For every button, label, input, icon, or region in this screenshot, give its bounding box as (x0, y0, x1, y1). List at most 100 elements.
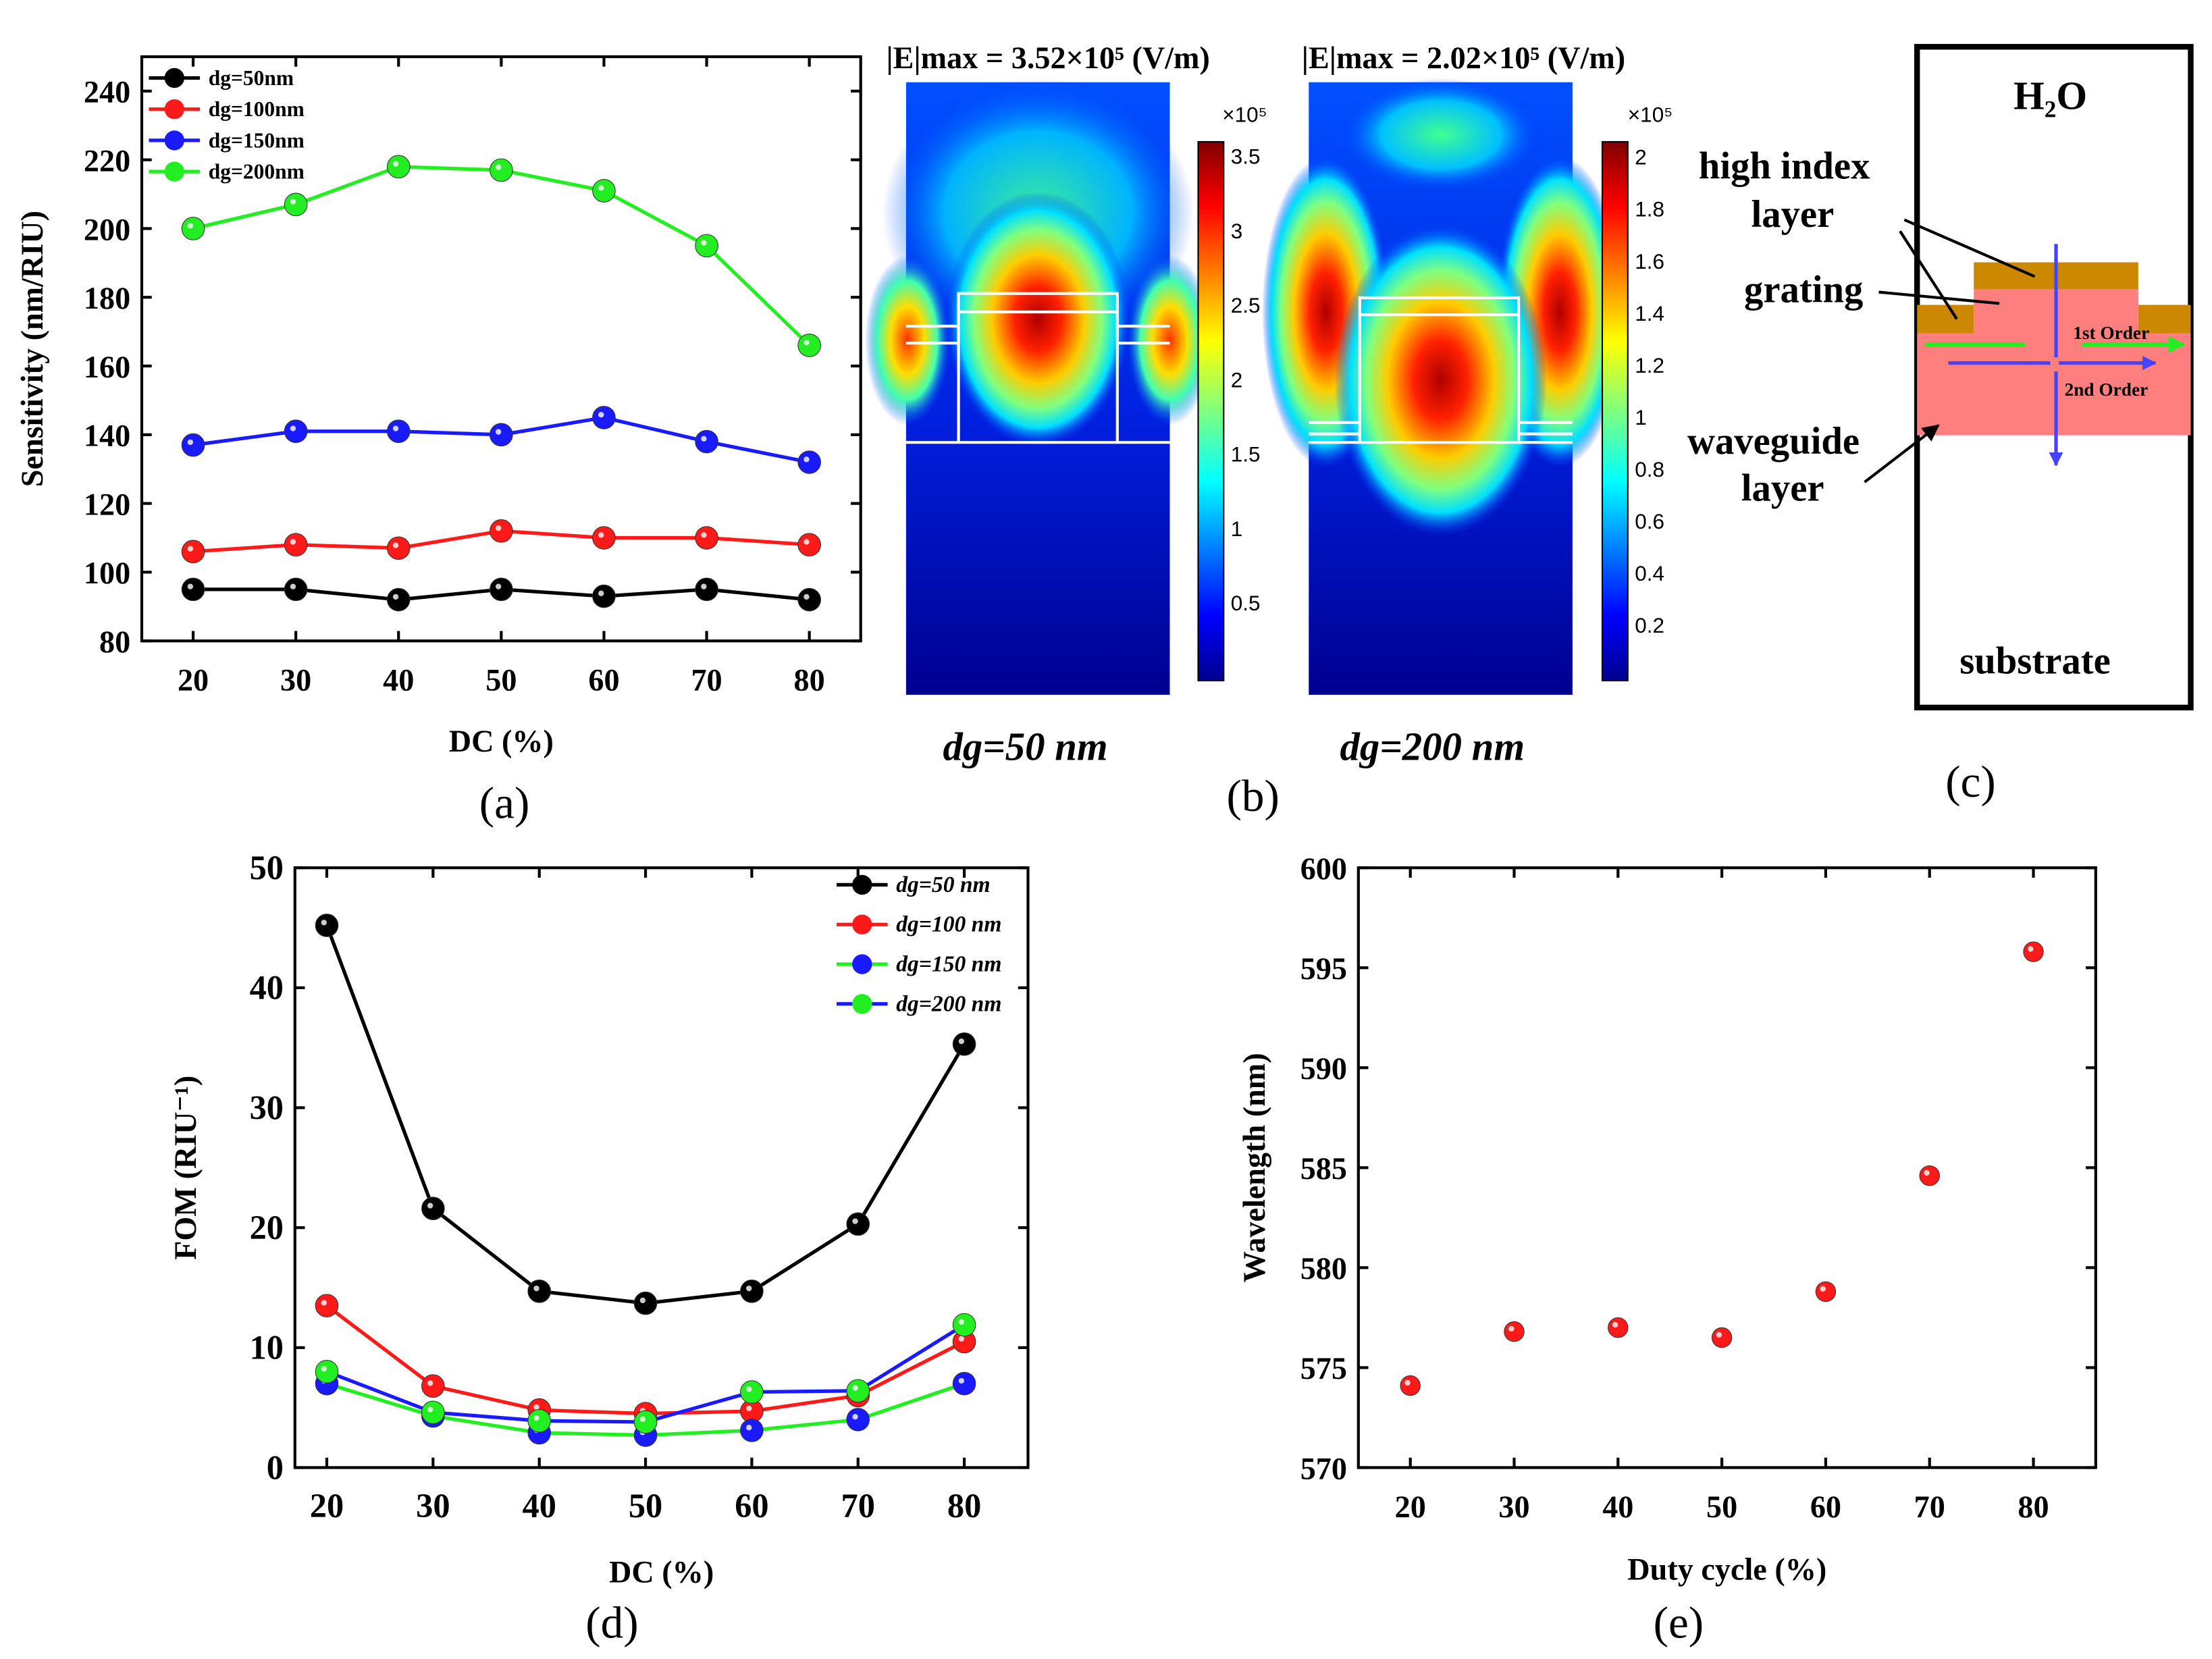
y-tick-label: 100 (84, 556, 130, 590)
field-map-title: |E|max = 3.52×10⁵ (V/m) (887, 41, 1210, 75)
data-point-highlight (495, 164, 502, 170)
data-point (695, 429, 718, 454)
data-point-highlight (392, 161, 399, 167)
high-index-label-2: layer (1752, 193, 1835, 236)
legend-marker (852, 874, 872, 895)
data-point (1919, 1165, 1940, 1186)
colorbar-tick-label: 0.8 (1635, 457, 1664, 481)
series-3: dg=200 nm (315, 991, 1001, 1434)
x-tick-label: 20 (310, 1487, 344, 1525)
data-point-highlight (804, 539, 810, 545)
series-2: dg=150nm (149, 128, 821, 474)
x-tick-label: 40 (1602, 1490, 1633, 1524)
data-point-highlight (745, 1405, 752, 1411)
x-tick-label: 70 (691, 663, 722, 697)
data-point-highlight (495, 525, 502, 531)
data-point-highlight (804, 456, 810, 463)
first-order-label: 1st Order (2073, 323, 2149, 343)
series-2: dg=150 nm (315, 952, 1001, 1447)
data-point-highlight (187, 439, 194, 446)
data-point-highlight (1820, 1286, 1826, 1292)
legend-label: dg=50 nm (896, 872, 990, 897)
data-point (284, 533, 308, 557)
data-point (797, 533, 821, 557)
y-tick-label: 120 (84, 487, 130, 521)
data-point-highlight (533, 1285, 539, 1292)
panel-label-a: (a) (479, 778, 530, 828)
data-point-highlight (701, 436, 707, 442)
colorbar-tick-label: 1.4 (1635, 301, 1664, 325)
y-axis-label: FOM (RIU⁻¹) (168, 1076, 203, 1260)
data-point-highlight (187, 583, 194, 589)
data-point-highlight (598, 185, 604, 191)
data-point-highlight (187, 223, 194, 229)
x-tick-label: 20 (1395, 1490, 1426, 1524)
colorbar-tick-label: 1.5 (1231, 442, 1261, 467)
data-point (181, 217, 205, 240)
legend-marker (164, 99, 184, 120)
y-axis-label: Wavelength (nm) (1237, 1053, 1271, 1282)
colorbar-tick-label: 0.2 (1635, 613, 1664, 637)
sensitivity-chart: 20 30 40 50 60 70 80 80 100 120 140 160 180 200 220 240… (15, 55, 862, 758)
colorbar-tick-label: 3.5 (1231, 144, 1261, 169)
series-line (325, 924, 966, 1305)
data-point (592, 526, 616, 550)
y-tick-label: 580 (1300, 1251, 1347, 1286)
panel-label-b: (b) (1227, 770, 1280, 821)
data-point (284, 419, 308, 444)
field-map-50nm: |E|max = 3.52×10⁵ (V/m) dg=50 nm ×10⁵ 3.… (865, 41, 1267, 769)
data-point-highlight (533, 1415, 539, 1421)
x-axis-label: DC (%) (609, 1555, 714, 1589)
series-line (192, 165, 811, 347)
colorbar-tick-label: 0.4 (1635, 561, 1664, 585)
data-point-highlight (745, 1425, 752, 1431)
data-point-highlight (1924, 1169, 1930, 1176)
colorbar-tick-label: 2 (1635, 145, 1647, 169)
data-point-highlight (427, 1406, 433, 1413)
x-tick-label: 70 (841, 1487, 875, 1525)
y-tick-label: 590 (1300, 1051, 1347, 1086)
colorbar-tick-label: 3 (1231, 219, 1243, 243)
colorbar-tick-label: 1.6 (1635, 249, 1664, 273)
data-point (952, 1371, 976, 1396)
data-point (846, 1212, 870, 1236)
legend-marker (852, 954, 872, 974)
series-3: dg=200nm (149, 155, 821, 357)
colorbar-tick-label: 0.5 (1231, 591, 1261, 615)
legend-label: dg=150 nm (896, 952, 1001, 977)
data-point-highlight (598, 532, 604, 538)
data-point (315, 914, 339, 937)
data-point (1504, 1321, 1525, 1342)
data-point (695, 234, 718, 258)
data-point-highlight (427, 1203, 433, 1209)
x-axis-label: DC (%) (449, 724, 554, 758)
data-point-highlight (804, 340, 810, 346)
series-0: dg=50 nm (315, 872, 991, 1315)
field-map-caption: dg=200 nm (1340, 725, 1525, 769)
data-point (527, 1408, 552, 1433)
medium-label: H₂O (2013, 74, 2087, 118)
data-point-highlight (804, 594, 810, 600)
data-point-highlight (392, 425, 399, 431)
legend-label: dg=200nm (209, 160, 305, 184)
data-point-highlight (290, 583, 296, 589)
data-point (315, 1294, 339, 1317)
data-point-highlight (745, 1285, 752, 1292)
data-point (1608, 1317, 1629, 1338)
y-tick-label: 40 (250, 969, 284, 1007)
y-tick-label: 10 (250, 1329, 284, 1367)
plot-frame (293, 866, 1030, 1469)
x-tick-label: 80 (2018, 1490, 2049, 1524)
x-tick-label: 60 (588, 663, 619, 697)
data-point-highlight (290, 199, 296, 205)
data-point-highlight (958, 1336, 965, 1342)
colorbar-tick-label: 0.6 (1635, 509, 1664, 533)
series-1: dg=100nm (149, 97, 821, 564)
data-point (846, 1379, 870, 1403)
x-tick-label: 20 (178, 663, 209, 697)
data-point (386, 536, 411, 560)
data-point-highlight (852, 1385, 858, 1391)
data-point-highlight (852, 1414, 858, 1420)
data-point (695, 526, 718, 550)
